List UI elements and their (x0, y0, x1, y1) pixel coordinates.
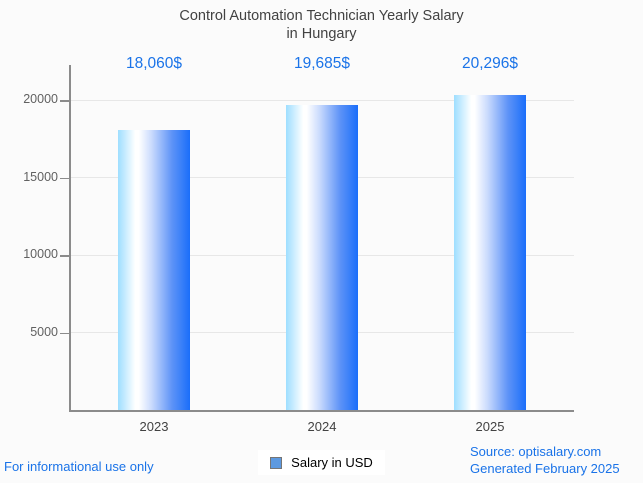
legend-item-salary: Salary in USD (258, 450, 385, 475)
y-tickmark-20000 (60, 100, 70, 102)
y-axis-line (69, 65, 71, 412)
value-label-2024: 19,685$ (293, 55, 351, 72)
y-tick-label-5000: 5000 (30, 324, 58, 339)
y-tick-label-15000: 15000 (23, 169, 58, 184)
generated-text: Generated February 2025 (470, 460, 620, 476)
legend-label: Salary in USD (291, 455, 373, 470)
source-text: Source: optisalary.com (470, 444, 602, 459)
source-block: Source: optisalary.com Generated Februar… (470, 444, 620, 477)
chart-title: Control Automation Technician Yearly Sal… (0, 7, 643, 43)
bar-2023[interactable] (118, 130, 190, 410)
bar-2024[interactable] (286, 104, 358, 410)
disclaimer-text: For informational use only (4, 459, 154, 474)
chart-title-line1: Control Automation Technician Yearly Sal… (179, 8, 464, 24)
x-axis-line (69, 410, 574, 412)
y-tickmark-15000 (60, 177, 70, 179)
x-axis-label-2023: 2023 (139, 419, 169, 434)
legend-marker-icon (270, 456, 283, 469)
chart-title-line2: in Hungary (286, 26, 357, 42)
gridline-20000 (70, 99, 574, 101)
x-axis-label-2025: 2025 (475, 419, 505, 434)
x-axis-label-2024: 2024 (307, 419, 337, 434)
value-label-2023: 18,060$ (125, 55, 183, 72)
legend: Salary in USD (0, 450, 643, 475)
y-tick-label-10000: 10000 (23, 247, 58, 261)
bar-2025[interactable] (454, 95, 526, 410)
y-tick-label-20000: 20000 (23, 92, 58, 106)
value-label-2025: 20,296$ (461, 55, 519, 72)
y-tickmark-10000 (60, 255, 70, 257)
y-tickmark-5000 (60, 332, 70, 334)
